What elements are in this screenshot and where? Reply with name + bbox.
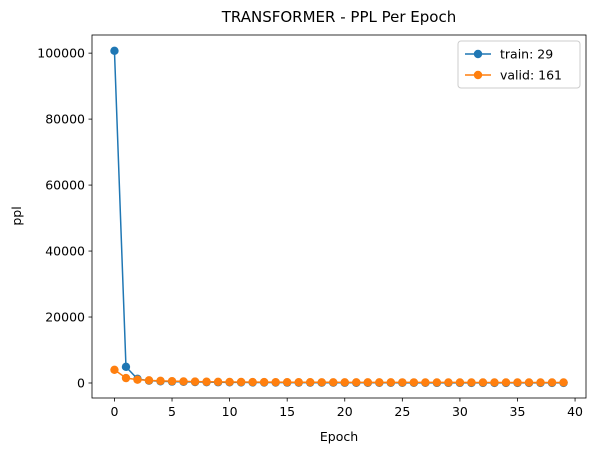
data-point — [306, 378, 315, 387]
data-point — [202, 377, 211, 386]
x-tick-label: 30 — [452, 404, 468, 419]
data-point — [190, 377, 200, 386]
y-tick-label: 80000 — [45, 112, 85, 127]
data-point — [478, 378, 488, 387]
y-tick-label: 100000 — [37, 46, 85, 61]
data-point — [501, 378, 511, 387]
series-line — [114, 369, 564, 384]
data-point — [409, 378, 419, 387]
legend-entry: valid: 161 — [465, 68, 562, 83]
y-tick-label: 40000 — [45, 244, 85, 259]
x-tick-label: 20 — [337, 404, 353, 419]
data-point — [167, 376, 177, 386]
x-axis-label: Epoch — [320, 429, 358, 444]
data-point — [421, 378, 430, 387]
data-point — [225, 377, 234, 387]
data-point — [432, 378, 442, 387]
data-point — [524, 378, 534, 387]
data-point — [363, 378, 372, 387]
x-tick-label: 5 — [168, 404, 176, 419]
data-point — [294, 378, 303, 387]
data-point — [340, 378, 349, 387]
data-point — [248, 377, 257, 387]
data-point — [156, 376, 165, 386]
data-point — [375, 378, 384, 387]
data-point — [179, 377, 188, 386]
legend-entry: train: 29 — [465, 47, 553, 62]
plot-frame — [91, 34, 587, 399]
series-0 — [110, 46, 568, 388]
data-point — [490, 378, 499, 387]
legend-label: valid: 161 — [500, 68, 562, 83]
data-point — [444, 378, 453, 387]
y-tick-label: 0 — [77, 375, 85, 390]
series-line — [113, 50, 564, 384]
data-point — [467, 378, 476, 387]
data-point — [236, 377, 246, 387]
data-point — [271, 377, 280, 387]
data-point — [133, 375, 142, 384]
y-tick-label: 60000 — [45, 178, 85, 193]
legend-label: train: 29 — [500, 47, 553, 62]
data-point — [513, 378, 522, 387]
y-axis-label: ppl — [9, 206, 24, 225]
data-point — [259, 377, 269, 387]
data-point — [121, 362, 131, 372]
data-point — [547, 378, 557, 387]
data-point — [121, 373, 131, 383]
x-axis-ticks: 0 5 10 15 20 25 30 35 40 — [110, 398, 583, 419]
data-point — [536, 378, 545, 387]
legend-box — [457, 40, 581, 89]
legend: train: 29 valid: 161 — [457, 40, 581, 89]
x-tick-label: 35 — [510, 404, 526, 419]
data-point — [213, 377, 223, 387]
series-1 — [110, 365, 568, 387]
data-point — [398, 378, 407, 387]
legend-marker — [473, 49, 483, 59]
data-point — [110, 46, 119, 56]
x-tick-label: 0 — [110, 404, 118, 419]
chart-title: TRANSFORMER - PPL Per Epoch — [221, 8, 456, 26]
data-point — [329, 378, 338, 387]
data-point — [352, 378, 361, 387]
data-point — [110, 365, 119, 374]
x-tick-label: 15 — [279, 404, 295, 419]
data-point — [144, 376, 154, 385]
data-point — [559, 378, 568, 387]
legend-marker — [473, 70, 483, 80]
data-point — [317, 378, 326, 387]
y-axis-ticks: 0 20000 40000 60000 80000 100000 — [37, 46, 92, 390]
data-point — [282, 378, 292, 387]
data-point — [386, 378, 396, 387]
y-tick-label: 20000 — [45, 310, 85, 325]
x-tick-label: 40 — [567, 404, 583, 419]
x-tick-label: 25 — [394, 404, 410, 419]
plot-series — [110, 46, 568, 388]
x-tick-label: 10 — [222, 404, 238, 419]
data-point — [455, 378, 465, 387]
